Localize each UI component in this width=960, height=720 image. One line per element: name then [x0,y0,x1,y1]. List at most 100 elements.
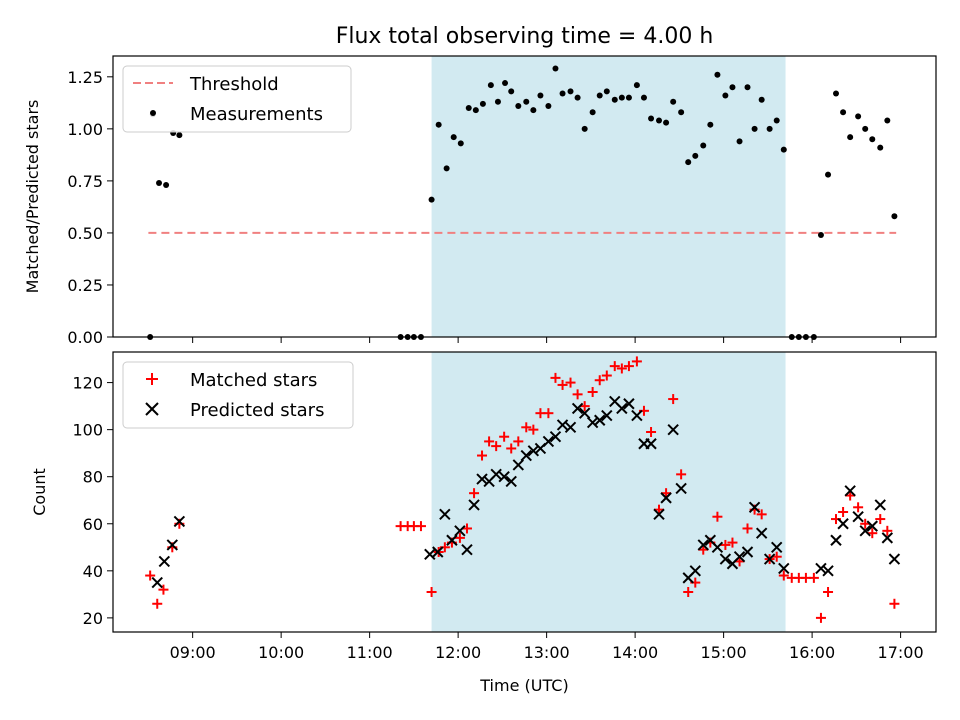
predicted-star-point [601,409,613,422]
measurement-point [869,136,876,143]
measurement-point [678,109,685,116]
y-tick-label: 1.00 [67,120,103,139]
measurement-point [758,96,765,103]
predicted-star-point [881,532,894,544]
matched-star-point [454,532,465,543]
measurement-point [552,65,559,72]
x-tick-label: 09:00 [170,643,216,662]
matched-star-point [616,363,627,374]
predicted-star-point [556,419,569,431]
predicted-star-point [888,553,901,565]
matched-star-point [646,427,657,437]
measurement-point [479,100,486,107]
measurement-point [589,109,596,116]
matched-star-point [426,587,437,597]
predicted-star-point [675,482,687,495]
legend-matched-label: Matched stars [190,370,317,391]
matched-star-point [594,375,605,386]
matched-star-point [838,507,849,517]
measurement-point [443,165,450,172]
predicted-star-point [476,473,488,485]
predicted-star-point [512,459,525,471]
ratio-legend-box [122,65,352,133]
measurement-point [751,125,758,132]
matched-star-point [668,394,679,405]
predicted-star-point [520,449,532,462]
matched-star-point [543,408,554,419]
y-tick-label: 80 [83,468,103,487]
predicted-star-point [830,534,842,546]
measurement-point [523,98,530,105]
predicted-star-point [741,546,754,558]
predicted-star-point [461,543,473,556]
count-panel-frame [112,351,937,633]
y-tick-label: 0.50 [67,224,103,243]
matched-star-point [683,587,694,597]
legend-measurements-label: Measurements [190,104,323,125]
predicted-star-point [778,562,790,575]
matched-star-point [528,424,539,435]
matched-star-point [572,389,583,400]
measurement-point [457,140,464,147]
measurement-point [833,90,840,97]
matched-star-point [145,570,156,581]
measurement-point [714,71,721,78]
measurement-point [707,121,714,128]
measurement-point [603,88,610,95]
x-tick-label: 10:00 [258,643,304,662]
matched-star-point [469,488,480,499]
predicted-star-point [660,492,672,504]
matched-star-point [415,521,426,532]
time-x-axis-label: Time (UTC) [479,676,568,695]
measurement-point [435,121,442,128]
predicted-star-point [594,414,606,426]
count-y-ticks: 20 40 60 80 100 120 [72,374,113,628]
ratio-x-ticks [192,337,902,343]
predicted-star-point [446,534,458,546]
count-legend: Matched stars Predicted stars [122,361,354,429]
measurement-point [736,138,743,145]
matched-star-point [676,469,687,480]
measurement-point [633,82,640,89]
y-tick-label: 0.75 [67,172,103,191]
predicted-star-point [173,515,186,528]
predicted-star-point [564,421,577,434]
predicted-star-point [667,423,679,436]
predicted-star-point [653,508,665,521]
y-tick-label: 0.00 [67,328,103,347]
matched-star-point [720,539,731,550]
predicted-star-point [719,553,732,565]
predicted-star-point [549,430,562,443]
matched-star-point [477,450,488,461]
measurement-point [581,125,588,132]
predicted-star-point [866,520,878,532]
measurement-point [596,92,603,99]
ratio-y-axis-label: Matched/Predicted stars [23,100,42,294]
measurement-point [685,159,692,166]
predicted-star-point [498,470,510,483]
count-panel: 20 40 60 80 100 120 09:00 10:00 11:00 12:00 13:00… [30,351,937,695]
measurement-point [840,109,847,116]
predicted-star-point [424,548,436,561]
measurement-point [780,146,787,153]
measurement-point [625,94,632,101]
ratio-panel: 0.00 0.25 0.50 0.75 1.00 1.25 Flux total obse… [23,24,937,347]
legend-predicted-label: Predicted stars [190,400,324,421]
x-tick-label: 17:00 [878,643,924,662]
predicted-star-point [815,562,827,575]
measurement-point [618,94,625,101]
predicted-star-point [623,398,635,410]
matched-star-point [152,598,163,609]
matched-star-point [587,387,598,397]
predicted-points [151,395,901,589]
matched-star-point [601,370,612,381]
y-tick-label: 100 [72,421,103,440]
matched-star-point [853,502,864,513]
measurement-point [508,88,515,95]
measurement-point [722,92,729,99]
measurement-point [530,107,537,114]
predicted-star-point [755,527,768,539]
measurement-point [884,117,891,124]
y-tick-label: 120 [72,374,103,393]
